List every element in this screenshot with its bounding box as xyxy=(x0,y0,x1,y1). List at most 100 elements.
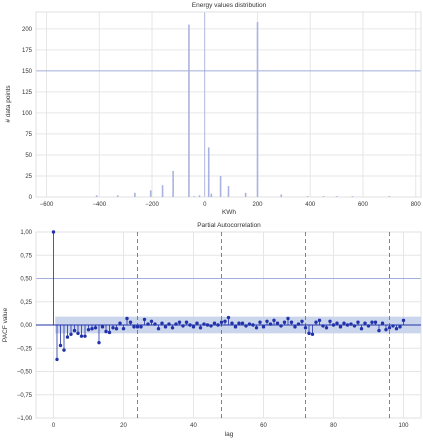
y-tick-label: 100 xyxy=(22,111,33,117)
pacf-point xyxy=(62,348,66,352)
pacf-point xyxy=(128,320,133,324)
pacf-point xyxy=(118,321,122,325)
y-tick-label: 0 xyxy=(29,195,33,201)
pacf-point xyxy=(338,325,343,329)
histogram-bar xyxy=(134,192,136,197)
pacf-point xyxy=(247,322,252,326)
pacf-point xyxy=(51,230,56,234)
y-tick-label: 1,00 xyxy=(20,230,32,236)
y-tick-label: −0,75 xyxy=(17,393,33,399)
pacf-point xyxy=(324,326,329,330)
pacf-point xyxy=(55,357,59,362)
pacf-point xyxy=(205,323,210,327)
pacf-point xyxy=(72,328,77,333)
chart-title: Energy values distribution xyxy=(192,2,267,9)
pacf-point xyxy=(216,323,220,327)
pacf-point xyxy=(226,315,231,320)
y-tick-label: 125 xyxy=(22,90,33,96)
chart-title: Partial Autocorrelation xyxy=(197,222,261,229)
pacf-point xyxy=(114,327,119,331)
histogram-bar xyxy=(172,170,174,197)
x-tick-label: −600 xyxy=(40,202,54,208)
pacf-points xyxy=(51,230,406,362)
pacf-point xyxy=(97,340,101,345)
y-tick-label: 25 xyxy=(25,174,32,180)
y-tick-label: 200 xyxy=(22,27,33,33)
y-tick-label: −0,50 xyxy=(17,370,33,376)
pacf-point xyxy=(65,335,70,339)
pacf-point xyxy=(384,327,388,332)
histogram-bar xyxy=(335,196,338,197)
pacf-point xyxy=(170,326,175,330)
pacf-point xyxy=(307,331,311,336)
pacf-point xyxy=(160,321,164,325)
pacf-point xyxy=(209,324,213,328)
pacf-point xyxy=(310,332,315,336)
pacf-point xyxy=(177,320,182,324)
pacf-point xyxy=(258,320,262,324)
pacf-point xyxy=(254,326,259,330)
pacf-point xyxy=(83,334,87,338)
x-tick-label: 0 xyxy=(203,202,207,208)
pacf-point xyxy=(167,322,171,326)
pacf-point xyxy=(352,324,357,328)
x-axis-label: lag xyxy=(225,431,234,438)
pacf-point xyxy=(279,324,283,328)
histogram-bar xyxy=(351,196,354,197)
pacf-point xyxy=(300,319,304,323)
pacf-point xyxy=(233,325,238,329)
x-tick-label: 80 xyxy=(330,423,337,429)
pacf-point xyxy=(342,321,346,325)
x-tick-label: 40 xyxy=(190,423,197,429)
pacf-point xyxy=(125,316,129,321)
histogram-bar xyxy=(207,147,210,197)
pacf-point xyxy=(121,327,126,331)
pacf-point xyxy=(268,322,273,326)
histogram-bar xyxy=(193,196,196,197)
pacf-point xyxy=(317,318,322,323)
histogram-bar xyxy=(280,194,283,197)
y-tick-label: −0,25 xyxy=(17,346,33,352)
pacf-point xyxy=(401,318,406,323)
histogram-bar xyxy=(244,192,247,197)
pacf-point xyxy=(349,322,353,326)
pacf-point xyxy=(146,322,150,326)
x-tick-label: 600 xyxy=(358,202,369,208)
pacf-point xyxy=(107,330,112,335)
pacf-point xyxy=(69,332,73,336)
pacf-chart: Partial Autocorrelation 0 20 40 60 80 100 −1,… xyxy=(2,222,422,438)
pacf-stems xyxy=(36,232,421,360)
pacf-point xyxy=(359,327,364,331)
pacf-point xyxy=(293,325,297,329)
histogram-bar xyxy=(388,196,391,197)
y-tick-label: 50 xyxy=(25,153,32,159)
pacf-point xyxy=(195,321,199,325)
bar-series xyxy=(95,22,391,198)
y-tick-label: 150 xyxy=(22,69,33,75)
histogram-bar xyxy=(322,196,325,197)
pacf-point xyxy=(79,334,84,338)
y-tick-label: 175 xyxy=(22,48,33,54)
pacf-point xyxy=(184,320,189,324)
y-tick-label: 0,75 xyxy=(20,253,32,259)
histogram-bar xyxy=(188,24,190,198)
x-tick-label: 0 xyxy=(52,423,56,429)
pacf-point xyxy=(275,321,280,325)
x-tick-label: 60 xyxy=(260,423,267,429)
pacf-point xyxy=(100,325,105,329)
pacf-point xyxy=(261,325,266,329)
pacf-point xyxy=(58,343,63,348)
pacf-point xyxy=(303,326,308,330)
x-tick-labels: −600 −400 −200 0 200 400 600 800 xyxy=(40,202,422,208)
pacf-point xyxy=(240,321,245,325)
pacf-point xyxy=(289,320,294,324)
y-axis-label: # data points xyxy=(5,85,12,123)
pacf-point xyxy=(212,321,217,325)
y-tick-label: 75 xyxy=(25,132,32,138)
pacf-point xyxy=(139,325,143,329)
pacf-point xyxy=(135,325,140,329)
pacf-point xyxy=(370,320,374,324)
histogram-bar xyxy=(210,193,213,197)
histogram-bar xyxy=(306,196,309,197)
pacf-point xyxy=(391,324,395,328)
